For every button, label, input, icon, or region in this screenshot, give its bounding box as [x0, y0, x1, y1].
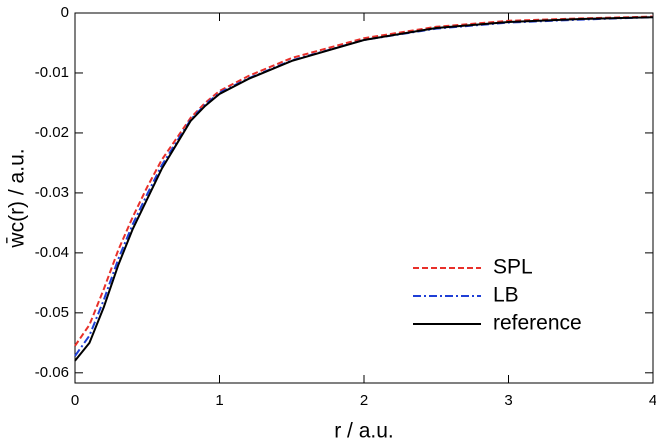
x-tick-label: 2 [360, 392, 368, 409]
x-tick-label: 3 [504, 392, 512, 409]
series-line [74, 16, 654, 362]
series-line [74, 16, 654, 357]
x-tick-label: 0 [71, 392, 79, 409]
series-line [74, 15, 654, 347]
y-tick-label: -0.05 [35, 304, 69, 321]
y-tick-label: -0.03 [35, 184, 69, 201]
legend-label: LB [493, 284, 519, 307]
legend-label: reference [493, 312, 582, 335]
y-tick-label: -0.01 [35, 64, 69, 81]
legend-label: SPL [493, 256, 533, 279]
y-tick-label: -0.06 [35, 364, 69, 381]
x-tick-label: 4 [649, 392, 656, 409]
y-tick-label: -0.04 [35, 244, 69, 261]
x-tick-label: 1 [215, 392, 223, 409]
y-tick-label: 0 [61, 4, 69, 21]
y-tick-label: -0.02 [35, 124, 69, 141]
x-axis-label: r / a.u. [334, 420, 394, 443]
y-axis-label: w̄c(r) / a.u. [5, 148, 28, 248]
